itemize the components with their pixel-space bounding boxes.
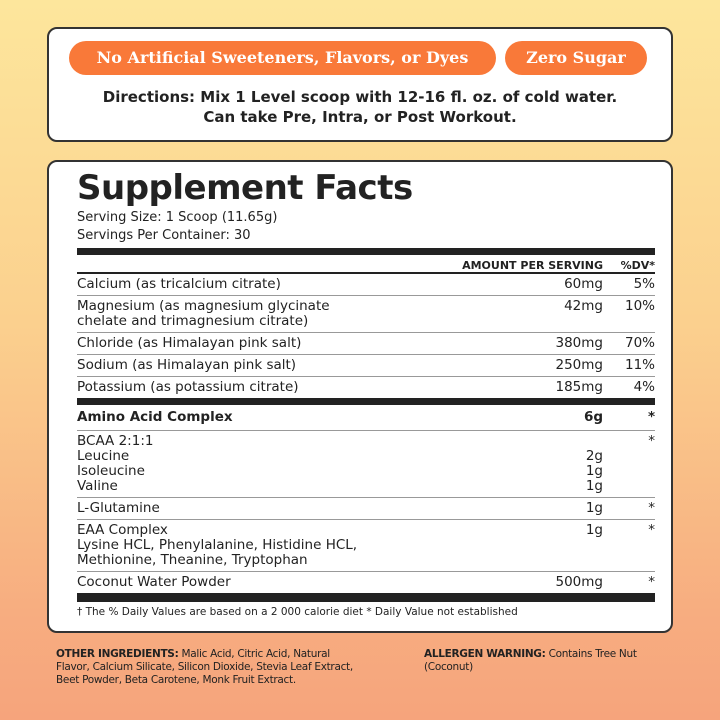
sub-name: Valine xyxy=(77,478,118,494)
row-dv: * xyxy=(648,574,655,590)
row-name: Magnesium (as magnesium glycinate chelat… xyxy=(77,298,330,329)
sub-row: Isoleucine 1g xyxy=(77,464,655,479)
allergen-label: ALLERGEN WARNING: xyxy=(424,648,546,660)
supplement-facts-panel: Supplement Facts Serving Size: 1 Scoop (… xyxy=(47,160,673,633)
sub-row: Valine 1g xyxy=(77,479,655,494)
table-row: Coconut Water Powder 500mg * xyxy=(77,572,655,593)
row-name: Amino Acid Complex xyxy=(77,409,233,425)
row-dv: 70% xyxy=(624,335,655,351)
table-row: Magnesium (as magnesium glycinate chelat… xyxy=(77,296,655,333)
other-ingredients-text: Malic Acid, Citric Acid, Natural Flavor,… xyxy=(56,648,353,686)
facts-table: AMOUNT PER SERVING %DV* Calcium (as tric… xyxy=(77,248,655,602)
sub-amount: 1g xyxy=(585,463,603,479)
row-name: BCAA 2:1:1 xyxy=(77,433,154,449)
divider-thick xyxy=(77,248,655,255)
row-name: Potassium (as potassium citrate) xyxy=(77,379,299,395)
table-row: L-Glutamine 1g * xyxy=(77,498,655,520)
dv-header: %DV* xyxy=(620,259,655,272)
row-amount: 500mg xyxy=(555,574,604,590)
row-amount: 185mg xyxy=(555,379,604,395)
row-name: Coconut Water Powder xyxy=(77,574,231,590)
table-row: Sodium (as Himalayan pink salt) 250mg 11% xyxy=(77,355,655,377)
row-name: L-Glutamine xyxy=(77,500,160,516)
table-row: Calcium (as tricalcium citrate) 60mg 5% xyxy=(77,274,655,296)
row-amount: 1g xyxy=(585,522,603,538)
row-detail: Lysine HCL, Phenylalanine, Histidine HCL… xyxy=(77,537,358,568)
row-amount: 1g xyxy=(585,500,603,516)
row-amount: 6g xyxy=(583,409,603,425)
row-dv: 10% xyxy=(624,298,655,314)
servings-per-container: Servings Per Container: 30 xyxy=(77,228,251,243)
table-row: Potassium (as potassium citrate) 185mg 4% xyxy=(77,377,655,398)
other-ingredients-label: OTHER INGREDIENTS: xyxy=(56,648,179,660)
no-artificial-badge: No Artificial Sweeteners, Flavors, or Dy… xyxy=(69,41,496,75)
divider-thick xyxy=(77,398,655,405)
row-dv: 11% xyxy=(624,357,655,373)
row-dv: * xyxy=(648,433,655,449)
row-dv: * xyxy=(648,500,655,516)
directions-line-1: Directions: Mix 1 Level scoop with 12-16… xyxy=(102,88,618,106)
row-dv: 5% xyxy=(633,276,655,292)
zero-sugar-badge: Zero Sugar xyxy=(505,41,647,75)
row-name: Chloride (as Himalayan pink salt) xyxy=(77,335,302,351)
sub-row: Leucine 2g xyxy=(77,449,655,464)
amount-header: AMOUNT PER SERVING xyxy=(462,259,603,272)
row-amount: 42mg xyxy=(564,298,603,314)
facts-title: Supplement Facts xyxy=(77,168,413,208)
directions: Directions: Mix 1 Level scoop with 12-16… xyxy=(49,87,671,127)
table-row: Amino Acid Complex 6g * xyxy=(77,405,655,431)
directions-line-2: Can take Pre, Intra, or Post Workout. xyxy=(203,108,517,126)
sub-name: Isoleucine xyxy=(77,463,145,479)
allergen-warning: ALLERGEN WARNING: Contains Tree Nut (Coc… xyxy=(424,648,684,674)
row-dv: * xyxy=(648,522,655,538)
sub-amount: 2g xyxy=(585,448,603,464)
row-name: Sodium (as Himalayan pink salt) xyxy=(77,357,297,373)
info-panel: No Artificial Sweeteners, Flavors, or Dy… xyxy=(47,27,673,142)
divider-thick xyxy=(77,593,655,602)
serving-size: Serving Size: 1 Scoop (11.65g) xyxy=(77,210,278,225)
sub-name: Leucine xyxy=(77,448,130,464)
table-row: EAA Complex Lysine HCL, Phenylalanine, Hi… xyxy=(77,520,655,572)
other-ingredients: OTHER INGREDIENTS: Malic Acid, Citric Ac… xyxy=(56,648,356,687)
row-name: EAA Complex xyxy=(77,522,168,538)
row-amount: 380mg xyxy=(555,335,604,351)
table-header: AMOUNT PER SERVING %DV* xyxy=(77,255,655,274)
row-amount: 250mg xyxy=(555,357,604,373)
allergen-text: Contains Tree Nut (Coconut) xyxy=(424,648,637,673)
footnote: † The % Daily Values are based on a 2 00… xyxy=(77,606,518,618)
table-row: Chloride (as Himalayan pink salt) 380mg 70… xyxy=(77,333,655,355)
table-row: BCAA 2:1:1 * Leucine 2g Isoleucine 1g Vali… xyxy=(77,431,655,498)
sub-amount: 1g xyxy=(585,478,603,494)
row-amount: 60mg xyxy=(564,276,603,292)
row-dv: * xyxy=(647,409,655,425)
row-dv: 4% xyxy=(633,379,655,395)
row-name: Calcium (as tricalcium citrate) xyxy=(77,276,281,292)
